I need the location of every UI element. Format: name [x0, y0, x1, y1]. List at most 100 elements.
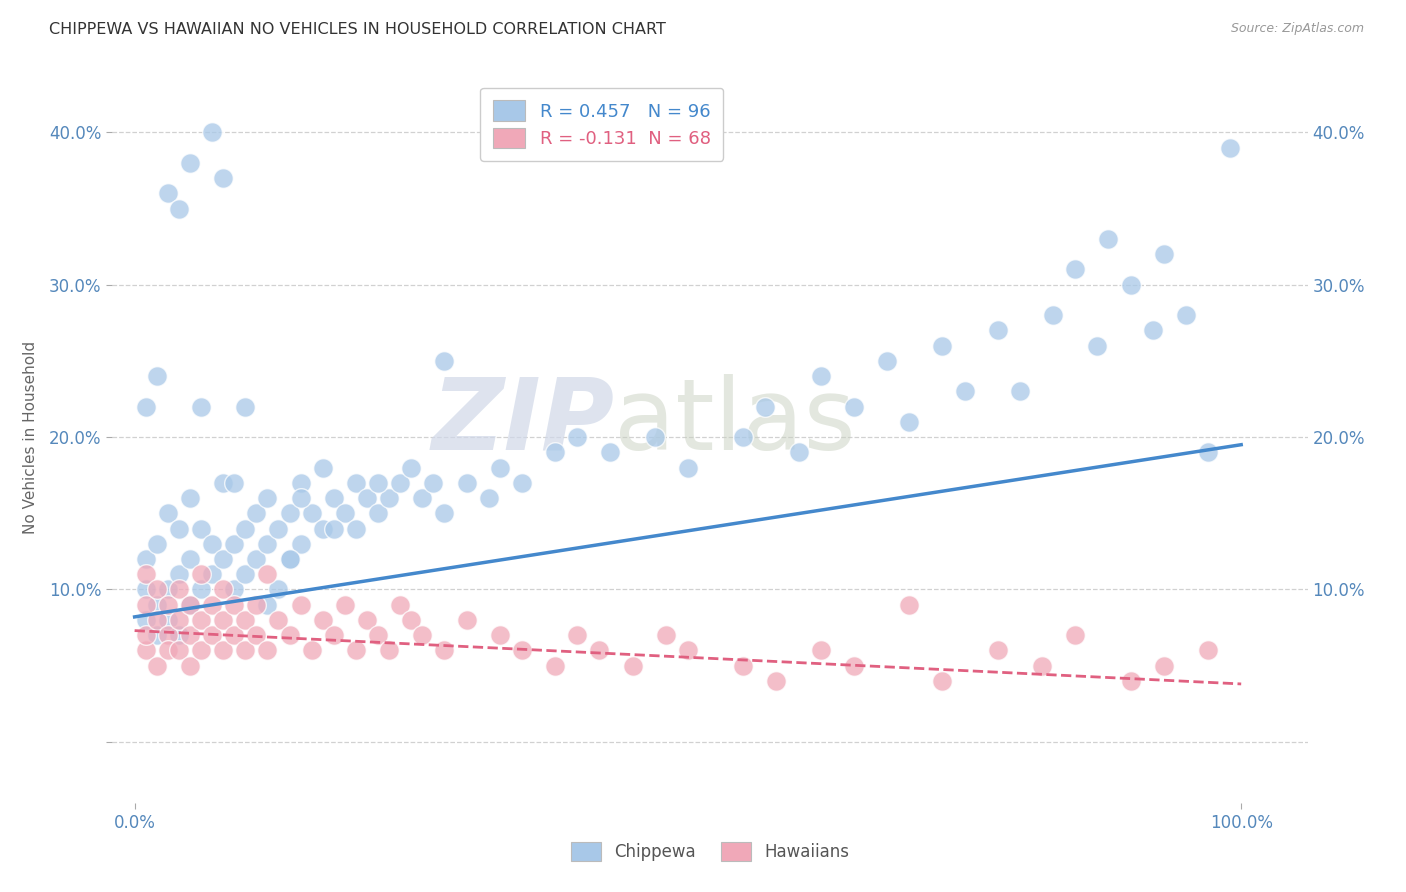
Point	[1153, 247, 1175, 261]
Point	[676, 460, 699, 475]
Point	[278, 552, 301, 566]
Point	[290, 537, 312, 551]
Point	[190, 567, 212, 582]
Point	[322, 628, 344, 642]
Point	[433, 354, 456, 368]
Point	[156, 613, 179, 627]
Point	[842, 400, 865, 414]
Point	[256, 567, 278, 582]
Point	[145, 658, 167, 673]
Point	[135, 613, 157, 627]
Point	[312, 460, 335, 475]
Point	[621, 658, 644, 673]
Point	[876, 354, 898, 368]
Point	[278, 506, 301, 520]
Point	[356, 491, 378, 505]
Text: atlas: atlas	[614, 374, 856, 471]
Point	[301, 506, 323, 520]
Point	[212, 171, 235, 186]
Point	[433, 506, 456, 520]
Point	[333, 598, 356, 612]
Point	[256, 643, 278, 657]
Point	[256, 491, 278, 505]
Point	[212, 552, 235, 566]
Point	[145, 613, 167, 627]
Point	[456, 613, 478, 627]
Point	[245, 598, 267, 612]
Point	[212, 643, 235, 657]
Point	[245, 506, 267, 520]
Point	[599, 445, 621, 459]
Point	[179, 628, 201, 642]
Point	[478, 491, 501, 505]
Point	[898, 598, 921, 612]
Point	[167, 521, 190, 535]
Point	[389, 475, 412, 490]
Point	[367, 628, 389, 642]
Point	[190, 643, 212, 657]
Point	[322, 491, 344, 505]
Point	[322, 521, 344, 535]
Point	[1219, 140, 1241, 154]
Point	[754, 400, 776, 414]
Point	[411, 491, 433, 505]
Point	[135, 552, 157, 566]
Point	[401, 613, 423, 627]
Point	[256, 598, 278, 612]
Point	[156, 582, 179, 597]
Point	[135, 567, 157, 582]
Text: ZIP: ZIP	[432, 374, 614, 471]
Point	[179, 155, 201, 169]
Point	[167, 202, 190, 216]
Point	[145, 537, 167, 551]
Point	[135, 598, 157, 612]
Point	[201, 628, 224, 642]
Point	[810, 369, 832, 384]
Point	[1153, 658, 1175, 673]
Text: CHIPPEWA VS HAWAIIAN NO VEHICLES IN HOUSEHOLD CORRELATION CHART: CHIPPEWA VS HAWAIIAN NO VEHICLES IN HOUS…	[49, 22, 666, 37]
Point	[201, 598, 224, 612]
Point	[344, 643, 367, 657]
Point	[201, 567, 224, 582]
Point	[233, 400, 256, 414]
Point	[510, 643, 533, 657]
Point	[676, 643, 699, 657]
Point	[167, 613, 190, 627]
Point	[1031, 658, 1053, 673]
Point	[1119, 277, 1142, 292]
Point	[987, 323, 1010, 337]
Point	[290, 491, 312, 505]
Point	[655, 628, 678, 642]
Point	[401, 460, 423, 475]
Text: Source: ZipAtlas.com: Source: ZipAtlas.com	[1230, 22, 1364, 36]
Point	[179, 491, 201, 505]
Point	[488, 628, 510, 642]
Point	[842, 658, 865, 673]
Point	[987, 643, 1010, 657]
Point	[356, 613, 378, 627]
Point	[1174, 308, 1197, 322]
Point	[787, 445, 810, 459]
Point	[267, 582, 290, 597]
Point	[1197, 445, 1219, 459]
Point	[312, 613, 335, 627]
Point	[135, 582, 157, 597]
Point	[1142, 323, 1164, 337]
Point	[456, 475, 478, 490]
Point	[145, 582, 167, 597]
Point	[212, 475, 235, 490]
Point	[290, 598, 312, 612]
Point	[488, 460, 510, 475]
Point	[1085, 338, 1108, 352]
Point	[344, 521, 367, 535]
Point	[389, 598, 412, 612]
Point	[931, 338, 953, 352]
Point	[567, 628, 589, 642]
Point	[145, 598, 167, 612]
Point	[278, 552, 301, 566]
Point	[1097, 232, 1119, 246]
Point	[190, 521, 212, 535]
Point	[224, 598, 246, 612]
Point	[290, 475, 312, 490]
Point	[145, 628, 167, 642]
